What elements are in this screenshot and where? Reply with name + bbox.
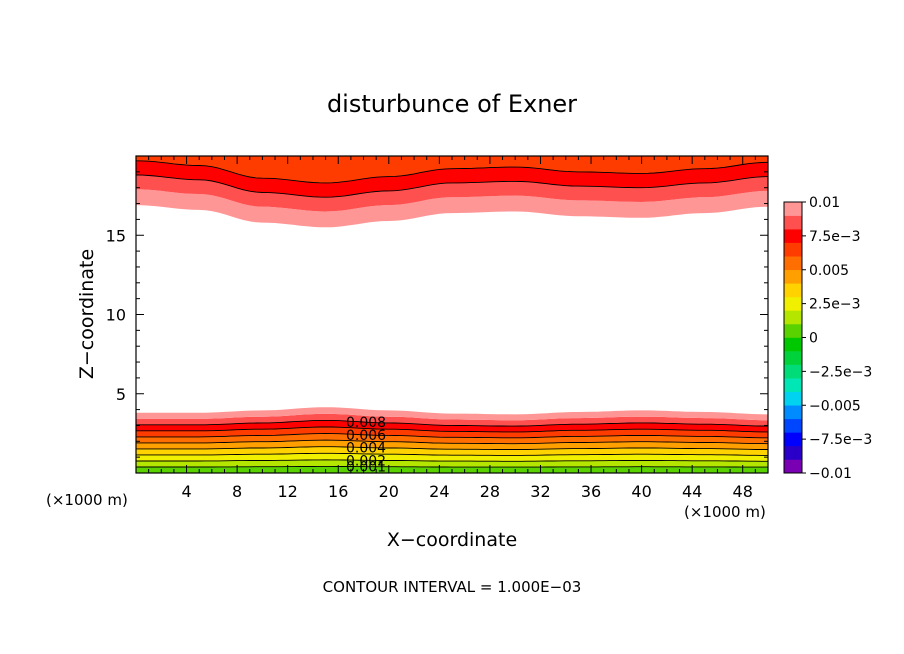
contour-line-lower	[136, 465, 768, 468]
contour-band-upper	[136, 189, 768, 228]
contour-band-lower	[136, 413, 768, 427]
colorbar-swatch	[784, 337, 802, 352]
colorbar-swatch	[784, 242, 802, 257]
x-tick-label: 44	[682, 482, 702, 501]
contour-label: 0.006	[346, 428, 386, 444]
contour-line-lower	[136, 452, 768, 456]
colorbar-swatch	[784, 445, 802, 460]
colorbar-label: 0.005	[809, 263, 849, 279]
contour-label: 0.004	[346, 441, 386, 457]
colorbar-swatch	[784, 229, 802, 243]
colorbar-label: 0.01	[809, 195, 840, 211]
colorbar-label: −0.005	[809, 398, 861, 414]
x-axis: 4 8 12 16 20 24 28 32 36 40 44 48	[148, 156, 756, 501]
colorbar-swatch	[784, 378, 802, 392]
contour-line-lower	[136, 433, 768, 439]
colorbar-label: 7.5e−3	[809, 229, 861, 245]
colorbar-swatch	[784, 323, 802, 338]
colorbar-label: −7.5e−3	[809, 432, 872, 448]
y-tick-label: 15	[106, 226, 126, 245]
contour-label: 0.008	[346, 415, 386, 431]
contour-band-upper	[136, 160, 768, 198]
contour-band-lower	[136, 459, 768, 468]
contour-band-lower	[136, 446, 768, 456]
contour-band-lower	[136, 420, 768, 432]
x-tick-label: 4	[181, 482, 191, 501]
colorbar-swatch	[784, 405, 802, 420]
colorbar-swatch	[784, 269, 802, 284]
x-tick-label: 36	[581, 482, 601, 501]
colorbar-label: −0.01	[809, 466, 852, 482]
x-tick-label: 32	[530, 482, 550, 501]
x-tick-label: 20	[379, 482, 399, 501]
contour-band-lower	[136, 407, 768, 421]
colorbar-swatch	[784, 283, 802, 298]
chart-title: disturbunce of Exner	[327, 90, 577, 118]
colorbar-swatch	[784, 296, 802, 311]
colorbar-swatch	[784, 202, 802, 216]
colorbar-label: 2.5e−3	[809, 297, 861, 313]
contour-lines	[135, 160, 769, 468]
colorbar-swatch	[784, 459, 802, 474]
colorbar-swatch	[784, 310, 802, 325]
colorbar-label: −2.5e−3	[809, 364, 872, 380]
contour-band-upper	[136, 156, 768, 183]
contour-line-upper	[135, 174, 769, 198]
contour-line-lower	[136, 459, 768, 462]
contour-line-lower	[136, 446, 768, 450]
x-tick-label: 16	[328, 482, 348, 501]
contour-band-lower	[136, 453, 768, 462]
x-axis-label: X−coordinate	[387, 529, 517, 551]
x-tick-label: 8	[232, 482, 242, 501]
contour-label: 0.002	[346, 453, 386, 469]
colorbar-swatch	[784, 364, 802, 379]
x-unit-label: (×1000 m)	[684, 503, 766, 521]
colorbar-swatch	[784, 391, 802, 406]
contour-band-upper	[136, 175, 768, 212]
y-unit-label: (×1000 m)	[46, 491, 128, 509]
x-tick-label: 24	[429, 482, 449, 501]
y-tick-label: 10	[106, 306, 126, 325]
y-axis: 5 10 15	[106, 171, 768, 458]
y-axis-label: Z−coordinate	[76, 249, 98, 379]
contour-interval-note: CONTOUR INTERVAL = 1.000E−03	[323, 578, 582, 596]
contour-line-lower	[136, 426, 768, 433]
contour-line-upper	[135, 160, 769, 184]
x-tick-label: 28	[480, 482, 500, 501]
x-tick-label: 40	[631, 482, 651, 501]
x-tick-label: 48	[733, 482, 753, 501]
colorbar-swatch	[784, 432, 802, 447]
colorbar-swatch	[784, 351, 802, 365]
colorbar: 0.01 7.5e−3 0.005 2.5e−3 0 −2.5e−3 −0.005 −7.5e…	[783, 195, 872, 482]
x-tick-label: 12	[278, 482, 298, 501]
contour-line-lower	[136, 419, 769, 427]
colorbar-swatch	[784, 418, 802, 433]
y-tick-label: 5	[116, 385, 126, 404]
colorbar-label: 0	[809, 331, 818, 347]
colorbar-swatch	[784, 256, 802, 271]
colorbar-swatch	[784, 215, 802, 230]
contour-line-lower	[136, 439, 769, 445]
